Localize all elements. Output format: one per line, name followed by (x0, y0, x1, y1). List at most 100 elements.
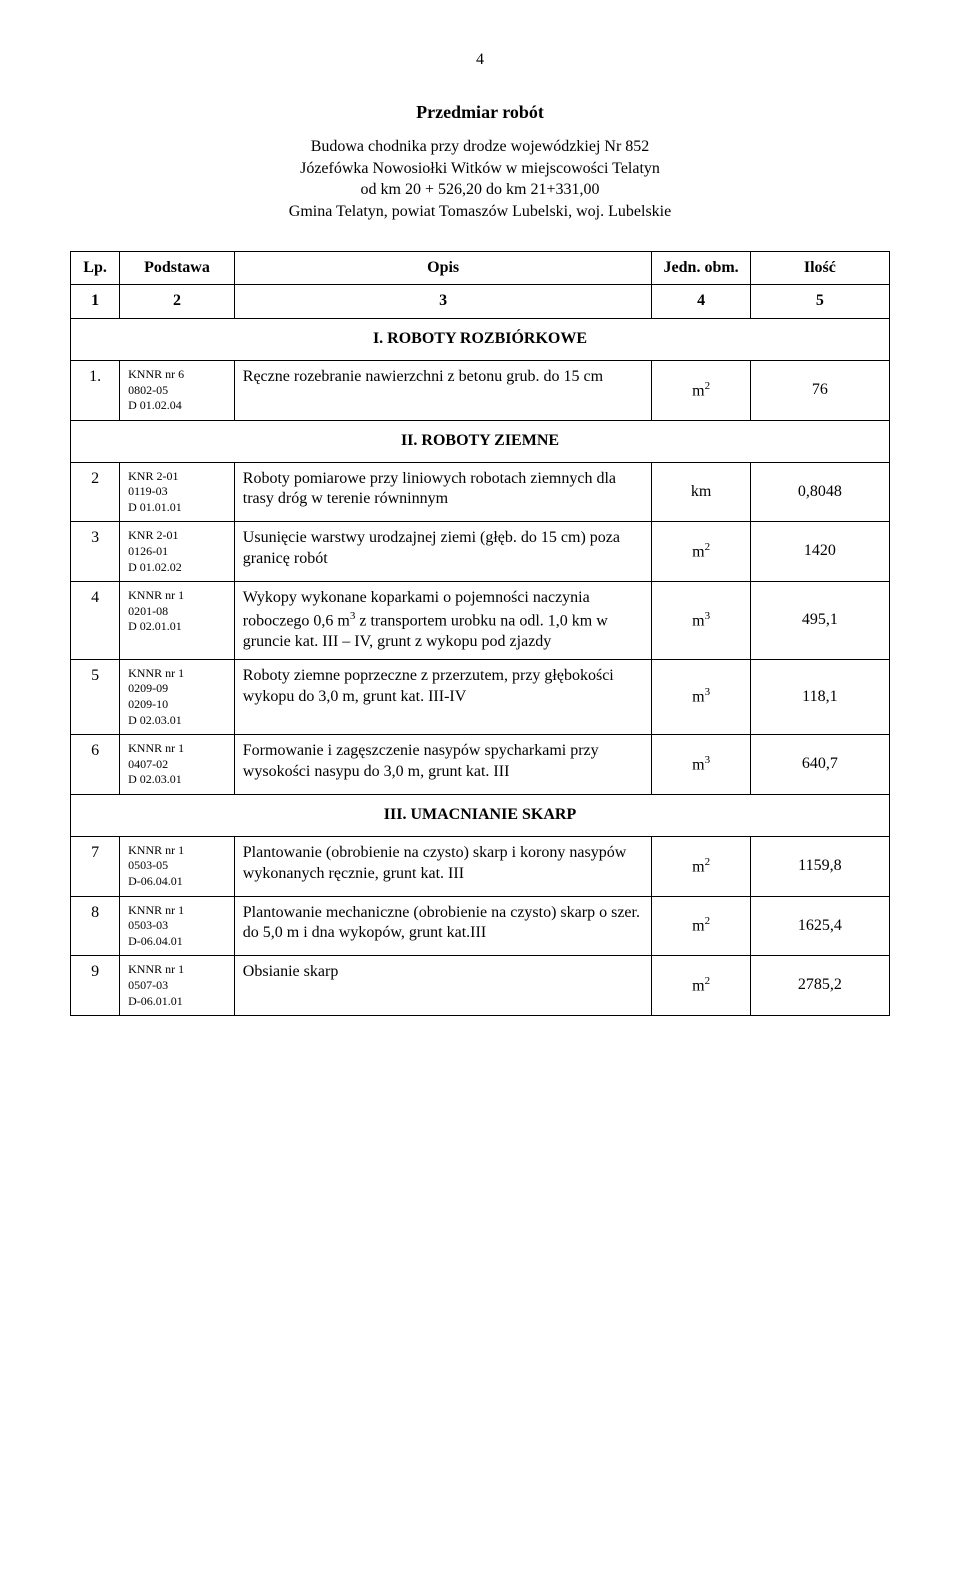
table-header-numbers: 1 2 3 4 5 (71, 285, 890, 319)
cell-lp: 4 (71, 582, 120, 660)
cell-opis: Ręczne rozebranie nawierzchni z betonu g… (234, 360, 652, 420)
cell-ilosc: 1159,8 (750, 836, 889, 896)
th-podstawa: Podstawa (120, 251, 235, 285)
th-ilosc: Ilość (750, 251, 889, 285)
table-row: 1. KNNR nr 6 0802-05 D 01.02.04 Ręczne r… (71, 360, 890, 420)
cell-ilosc: 640,7 (750, 735, 889, 795)
pod-line: 0407-02 (128, 757, 226, 773)
cell-jedn: m3 (652, 659, 750, 734)
section-title: I. ROBOTY ROZBIÓRKOWE (71, 319, 890, 361)
pod-line: KNNR nr 1 (128, 843, 226, 859)
pod-line: 0503-05 (128, 858, 226, 874)
section-title: II. ROBOTY ZIEMNE (71, 420, 890, 462)
cell-podstawa: KNNR nr 1 0503-05 D-06.04.01 (120, 836, 235, 896)
cell-ilosc: 118,1 (750, 659, 889, 734)
unit-exp: 3 (705, 754, 711, 766)
colnum: 4 (652, 285, 750, 319)
pod-line: 0119-03 (128, 484, 226, 500)
pod-line: D-06.04.01 (128, 874, 226, 890)
unit-base: m (692, 543, 704, 560)
cell-opis: Obsianie skarp (234, 956, 652, 1016)
pod-line: D-06.04.01 (128, 934, 226, 950)
cell-ilosc: 495,1 (750, 582, 889, 660)
table-row: 9 KNNR nr 1 0507-03 D-06.01.01 Obsianie … (71, 956, 890, 1016)
unit-base: m (692, 858, 704, 875)
cell-jedn: m2 (652, 956, 750, 1016)
pod-line: KNNR nr 1 (128, 741, 226, 757)
cell-jedn: m2 (652, 522, 750, 582)
subtitle-line: Gmina Telatyn, powiat Tomaszów Lubelski,… (70, 201, 890, 223)
cell-podstawa: KNR 2-01 0119-03 D 01.01.01 (120, 462, 235, 522)
cell-podstawa: KNNR nr 1 0503-03 D-06.04.01 (120, 896, 235, 956)
table-header-row: Lp. Podstawa Opis Jedn. obm. Ilość (71, 251, 890, 285)
cell-podstawa: KNNR nr 1 0201-08 D 02.01.01 (120, 582, 235, 660)
unit-exp: 2 (705, 975, 711, 987)
cell-opis: Wykopy wykonane koparkami o pojemności n… (234, 582, 652, 660)
unit-exp: 2 (705, 380, 711, 392)
pod-line: KNNR nr 1 (128, 903, 226, 919)
subtitle-line: Józefówka Nowosiołki Witków w miejscowoś… (70, 158, 890, 180)
cell-lp: 6 (71, 735, 120, 795)
pod-line: D 01.01.01 (128, 500, 226, 516)
pod-line: 0201-08 (128, 604, 226, 620)
pod-line: D 02.03.01 (128, 713, 226, 729)
colnum: 2 (120, 285, 235, 319)
pod-line: 0802-05 (128, 383, 226, 399)
pod-line: 0126-01 (128, 544, 226, 560)
section-1: I. ROBOTY ROZBIÓRKOWE (71, 319, 890, 361)
cell-lp: 2 (71, 462, 120, 522)
pod-line: D-06.01.01 (128, 994, 226, 1010)
unit-base: m (692, 382, 704, 399)
doc-subtitle: Budowa chodnika przy drodze wojewódzkiej… (70, 136, 890, 222)
cell-opis: Plantowanie mechaniczne (obrobienie na c… (234, 896, 652, 956)
main-table: Lp. Podstawa Opis Jedn. obm. Ilość 1 2 3… (70, 251, 890, 1017)
cell-opis: Usunięcie warstwy urodzajnej ziemi (głęb… (234, 522, 652, 582)
subtitle-line: od km 20 + 526,20 do km 21+331,00 (70, 179, 890, 201)
table-row: 3 KNR 2-01 0126-01 D 01.02.02 Usunięcie … (71, 522, 890, 582)
cell-ilosc: 1625,4 (750, 896, 889, 956)
cell-lp: 8 (71, 896, 120, 956)
section-2: II. ROBOTY ZIEMNE (71, 420, 890, 462)
cell-opis: Roboty ziemne poprzeczne z przerzutem, p… (234, 659, 652, 734)
unit-base: m (692, 918, 704, 935)
table-row: 4 KNNR nr 1 0201-08 D 02.01.01 Wykopy wy… (71, 582, 890, 660)
table-row: 5 KNNR nr 1 0209-09 0209-10 D 02.03.01 R… (71, 659, 890, 734)
unit-exp: 3 (705, 686, 711, 698)
pod-line: KNR 2-01 (128, 469, 226, 485)
colnum: 5 (750, 285, 889, 319)
unit-exp: 2 (705, 541, 711, 553)
pod-line: 0209-10 (128, 697, 226, 713)
page-number: 4 (70, 50, 890, 71)
table-row: 6 KNNR nr 1 0407-02 D 02.03.01 Formowani… (71, 735, 890, 795)
cell-ilosc: 2785,2 (750, 956, 889, 1016)
pod-line: D 02.01.01 (128, 619, 226, 635)
cell-ilosc: 1420 (750, 522, 889, 582)
subtitle-line: Budowa chodnika przy drodze wojewódzkiej… (70, 136, 890, 158)
pod-line: 0507-03 (128, 978, 226, 994)
cell-lp: 5 (71, 659, 120, 734)
cell-podstawa: KNNR nr 1 0209-09 0209-10 D 02.03.01 (120, 659, 235, 734)
section-title: III. UMACNIANIE SKARP (71, 794, 890, 836)
pod-line: KNR 2-01 (128, 528, 226, 544)
th-lp: Lp. (71, 251, 120, 285)
colnum: 1 (71, 285, 120, 319)
cell-jedn: m2 (652, 896, 750, 956)
cell-podstawa: KNR 2-01 0126-01 D 01.02.02 (120, 522, 235, 582)
pod-line: KNNR nr 1 (128, 588, 226, 604)
cell-podstawa: KNNR nr 1 0407-02 D 02.03.01 (120, 735, 235, 795)
pod-line: 0503-03 (128, 918, 226, 934)
unit-exp: 2 (705, 915, 711, 927)
cell-lp: 1. (71, 360, 120, 420)
cell-lp: 9 (71, 956, 120, 1016)
cell-podstawa: KNNR nr 6 0802-05 D 01.02.04 (120, 360, 235, 420)
th-opis: Opis (234, 251, 652, 285)
table-row: 7 KNNR nr 1 0503-05 D-06.04.01 Plantowan… (71, 836, 890, 896)
cell-ilosc: 0,8048 (750, 462, 889, 522)
pod-line: D 01.02.02 (128, 560, 226, 576)
cell-lp: 7 (71, 836, 120, 896)
cell-jedn: m3 (652, 582, 750, 660)
pod-line: D 02.03.01 (128, 772, 226, 788)
unit-exp: 2 (705, 856, 711, 868)
pod-line: KNNR nr 1 (128, 962, 226, 978)
section-3: III. UMACNIANIE SKARP (71, 794, 890, 836)
